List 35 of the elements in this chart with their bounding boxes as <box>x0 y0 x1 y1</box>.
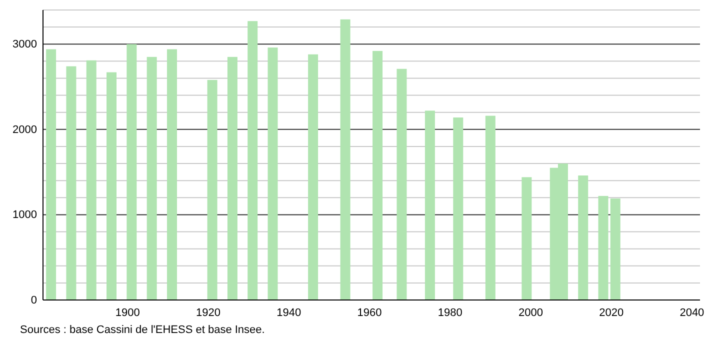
bar <box>126 44 137 300</box>
bar <box>166 49 177 300</box>
bar <box>46 49 56 300</box>
bar <box>146 56 157 300</box>
bar <box>86 60 96 300</box>
x-tick-label: 1900 <box>115 307 140 320</box>
bar <box>396 68 407 300</box>
bar <box>340 19 350 300</box>
source-note: Sources : base Cassini de l'EHESS et base Insee. <box>20 324 265 336</box>
bar <box>207 80 218 300</box>
x-tick-label: 1960 <box>357 307 382 320</box>
y-tick-label: 3000 <box>12 38 37 51</box>
y-tick-label: 0 <box>30 294 37 307</box>
bar <box>424 110 435 300</box>
bar <box>227 56 238 300</box>
x-tick-label: 2040 <box>680 307 704 320</box>
y-tick-label: 2000 <box>12 124 37 136</box>
x-tick-label: 1920 <box>196 307 220 320</box>
bar <box>308 54 318 300</box>
bar <box>268 48 278 300</box>
y-tick-label: 1000 <box>12 209 37 222</box>
bar <box>106 72 117 300</box>
x-tick-label: 1980 <box>438 307 462 320</box>
bar <box>248 21 258 300</box>
bar <box>598 196 608 300</box>
bar <box>485 116 496 300</box>
x-tick-label: 1940 <box>276 307 302 320</box>
bar <box>522 177 532 300</box>
bar <box>66 66 76 300</box>
x-tick-label: 2020 <box>599 307 624 320</box>
bar <box>453 117 464 300</box>
bar <box>610 198 620 300</box>
bar <box>578 175 588 300</box>
x-tick-label: 2000 <box>518 307 543 320</box>
bar <box>372 50 383 300</box>
